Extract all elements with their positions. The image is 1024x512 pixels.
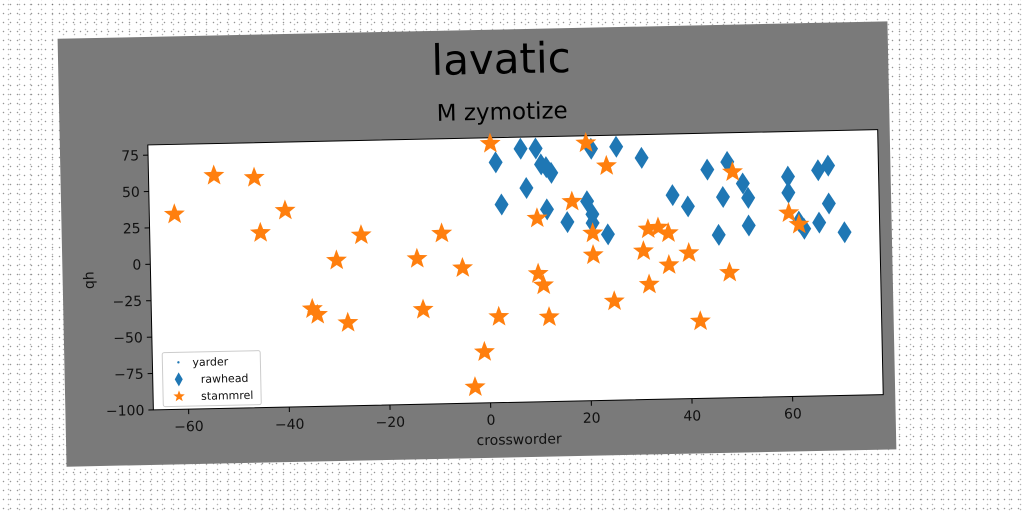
rawhead-point <box>560 211 575 234</box>
stammrel-point <box>538 306 560 327</box>
chart-marks <box>163 132 852 397</box>
stammrel-point <box>582 222 604 243</box>
stammrel-point <box>721 160 743 182</box>
rawhead-point <box>735 172 750 195</box>
stammrel-point <box>431 222 453 243</box>
stammrel-point <box>464 376 486 397</box>
x-tick-label: −60 <box>174 419 204 436</box>
rawhead-point <box>519 176 534 199</box>
stammrel-point <box>163 203 185 224</box>
legend-marker-yarder <box>177 361 180 364</box>
stammrel-point <box>657 222 679 243</box>
legend-label-rawhead: rawhead <box>201 372 249 386</box>
stammrel-point <box>326 249 347 270</box>
stammrel-point <box>788 213 810 234</box>
stammrel-point <box>452 256 474 278</box>
plot-area <box>147 129 884 411</box>
y-tick-label: 75 <box>121 148 139 164</box>
stammrel-point <box>678 242 700 263</box>
rawhead-point <box>715 185 730 208</box>
stammrel-point <box>689 310 711 331</box>
legend-label-stammrel: stammrel <box>201 389 254 403</box>
y-axis-label: qh <box>81 271 97 289</box>
legend-marker-stammrel <box>173 390 185 402</box>
rawhead-point <box>812 211 827 234</box>
stammrel-point <box>488 305 510 326</box>
stammrel-point <box>307 303 328 324</box>
rawhead-point <box>821 154 836 177</box>
stammrel-point <box>337 311 359 332</box>
stammrel-point <box>561 190 583 211</box>
x-tick-label: −40 <box>275 417 305 434</box>
stammrel-point <box>532 274 554 295</box>
stammrel-point <box>778 202 800 223</box>
rawhead-point <box>488 151 503 174</box>
stammrel-point <box>274 199 296 220</box>
rawhead-point <box>609 135 624 158</box>
x-tick-label: 60 <box>784 406 802 422</box>
chart-subtitle: M zymotize <box>436 98 567 127</box>
stammrel-point <box>350 224 372 245</box>
rawhead-point <box>528 137 543 160</box>
stammrel-point <box>575 132 597 153</box>
x-axis-ticks: −60 −40 −20 0 20 40 60 <box>174 396 802 435</box>
rawhead-point <box>781 165 796 188</box>
y-tick-label: 50 <box>122 185 140 201</box>
stammrel-point <box>658 254 680 275</box>
stammrel-point <box>243 166 265 187</box>
x-axis-label: crossworder <box>476 431 562 449</box>
stammrel-point <box>526 207 548 228</box>
stammrel-point <box>719 261 740 282</box>
rawhead-point <box>539 198 554 221</box>
stammrel-point <box>249 221 271 242</box>
stammrel-point <box>479 132 501 153</box>
stammrel-point <box>603 290 625 311</box>
rawhead-point <box>544 161 559 184</box>
y-tick-label: −50 <box>113 330 143 347</box>
rawhead-point <box>494 193 509 216</box>
legend: yarder rawhead stammrel <box>161 350 262 408</box>
stammrel-point <box>473 340 495 361</box>
y-tick-label: −25 <box>112 294 142 311</box>
rawhead-point <box>665 184 680 207</box>
legend-label-yarder: yarder <box>192 355 229 369</box>
y-tick-label: 0 <box>132 257 141 273</box>
y-tick-label: −100 <box>106 403 145 420</box>
stammrel-point <box>632 240 654 261</box>
x-tick-label: −20 <box>375 415 405 432</box>
x-tick-label: 0 <box>486 413 495 429</box>
rawhead-point <box>680 195 695 218</box>
rawhead-point <box>837 221 852 244</box>
stammrel-point <box>203 164 225 185</box>
rawhead-point <box>711 223 726 246</box>
x-tick-label: 20 <box>583 411 601 427</box>
y-axis-ticks: −100 −75 −50 −25 0 25 50 75 <box>106 148 154 420</box>
rawhead-point <box>821 192 836 215</box>
stammrel-point <box>406 247 428 268</box>
rawhead-point <box>811 159 826 182</box>
rawhead-point <box>513 137 528 160</box>
stammrel-point <box>412 298 434 319</box>
stammrel-point <box>596 154 617 175</box>
rawhead-point <box>741 186 756 209</box>
chart-title: lavatic <box>431 33 571 85</box>
legend-marker-rawhead <box>174 372 183 387</box>
y-tick-label: 25 <box>123 221 141 237</box>
y-tick-label: −75 <box>114 367 144 384</box>
stammrel-point <box>582 244 604 265</box>
rawhead-point <box>634 146 649 169</box>
rawhead-point <box>741 214 756 237</box>
rawhead-point <box>700 158 715 181</box>
x-tick-label: 40 <box>683 408 701 424</box>
legend-box <box>161 350 262 408</box>
stammrel-point <box>638 273 660 294</box>
rawhead-point <box>781 181 796 204</box>
rawhead-point <box>600 223 615 246</box>
